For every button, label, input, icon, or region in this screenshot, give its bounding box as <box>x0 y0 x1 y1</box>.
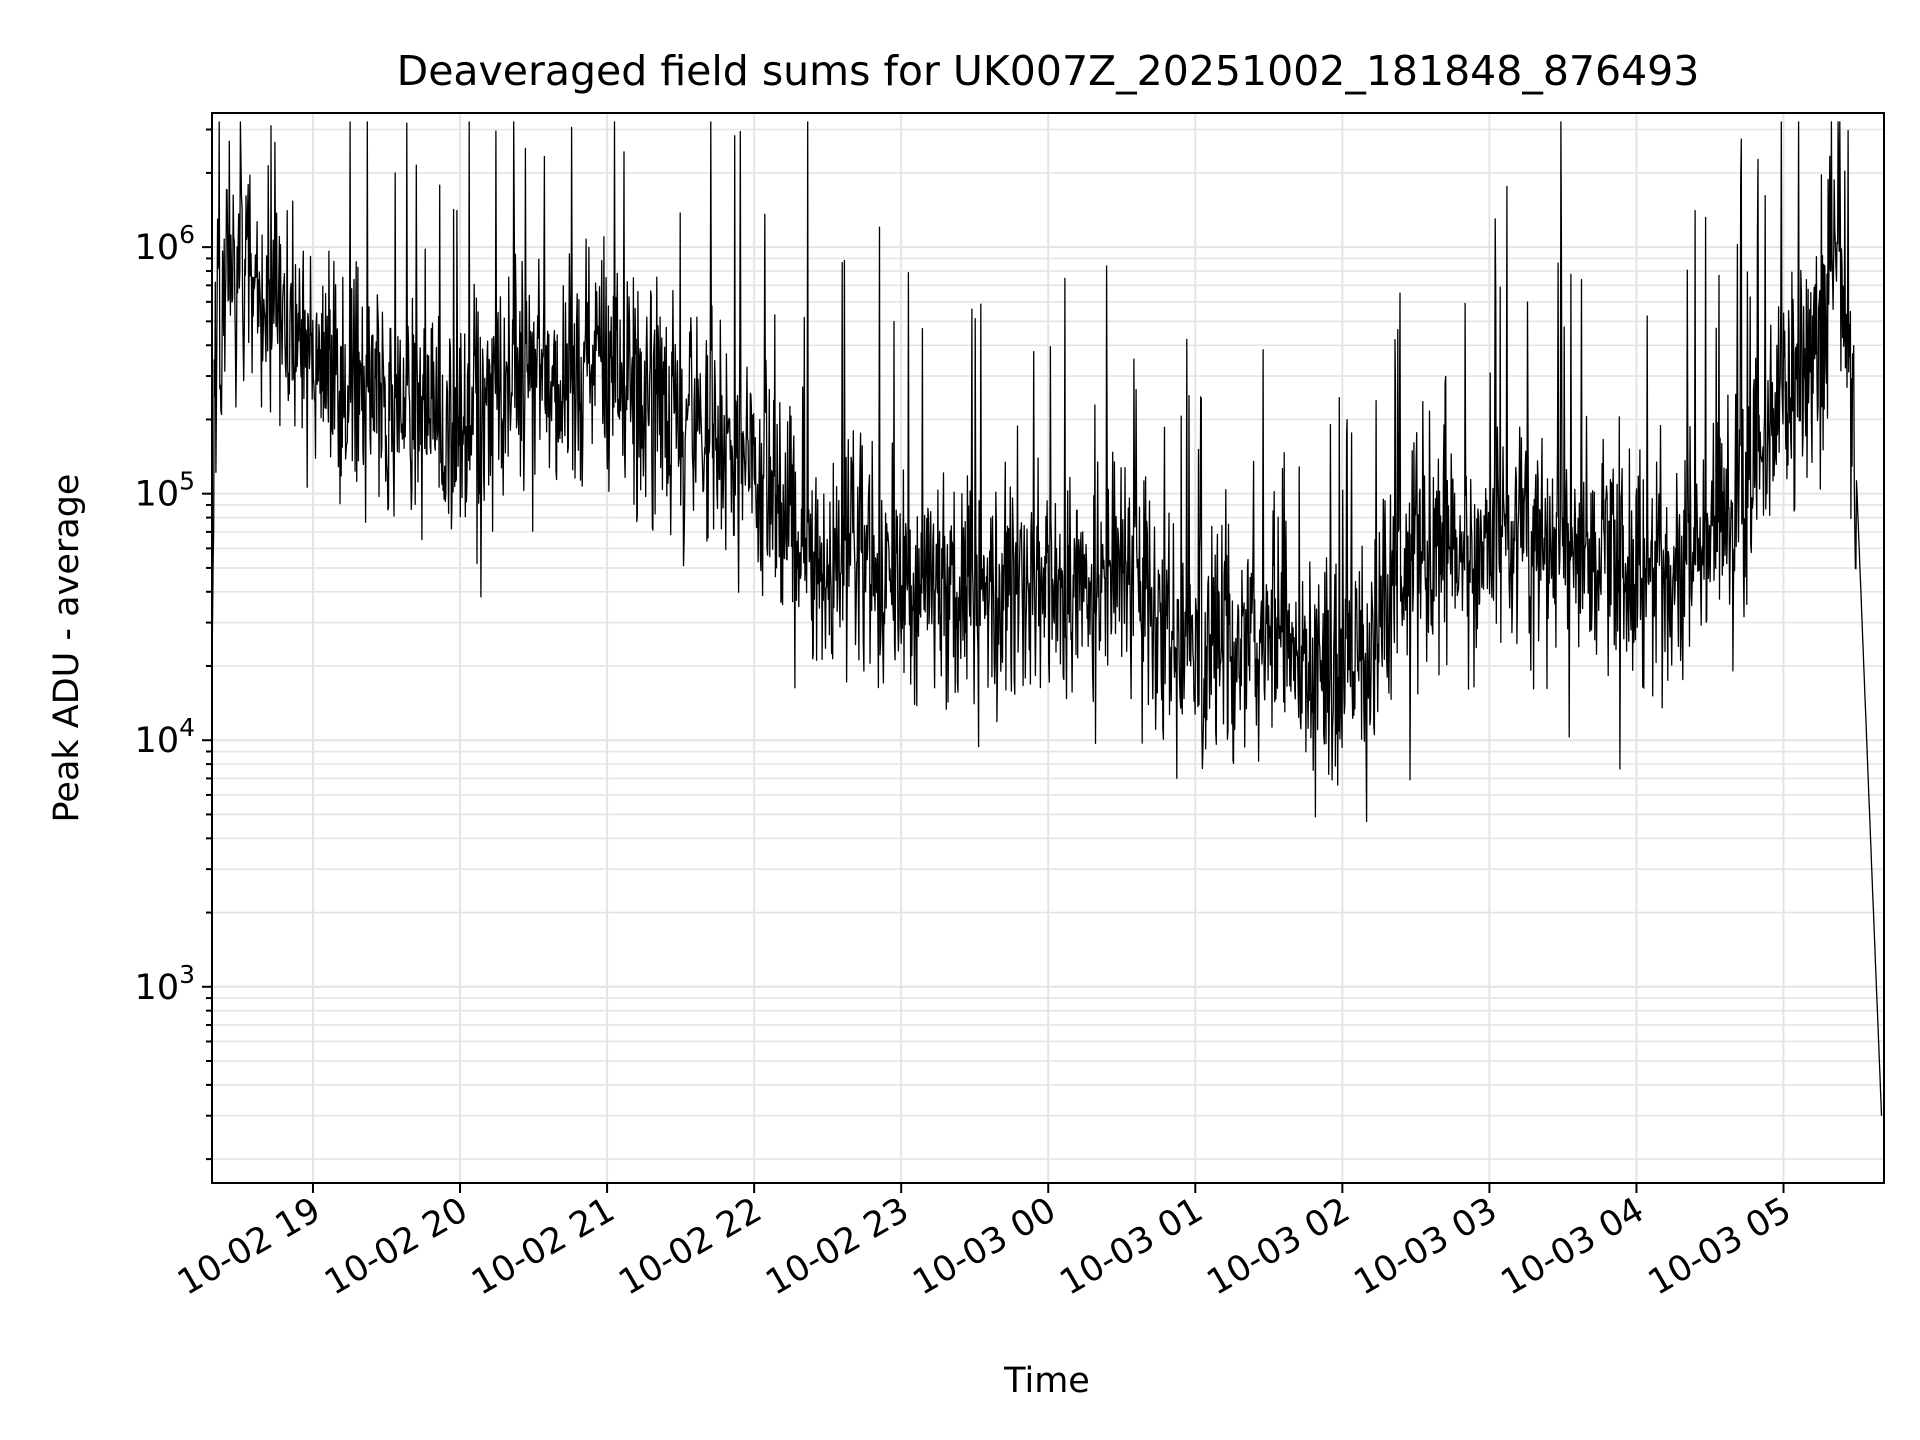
y-tick-label: 105 <box>135 467 195 515</box>
y-tick-label: 104 <box>135 713 195 761</box>
y-tick-label: 106 <box>135 220 195 268</box>
chart-title: Deaveraged field sums for UK007Z_2025100… <box>397 47 1700 95</box>
y-tick-label-base: 10 <box>135 721 180 761</box>
y-tick-label-base: 10 <box>135 968 180 1008</box>
y-tick-label-exponent: 4 <box>179 713 195 742</box>
y-tick-label-exponent: 6 <box>179 220 195 249</box>
y-tick-label: 103 <box>135 960 195 1008</box>
data-series <box>211 121 1883 1116</box>
y-tick-label-exponent: 5 <box>179 467 195 496</box>
y-tick-label-base: 10 <box>135 228 180 268</box>
y-tick-label-base: 10 <box>135 475 180 515</box>
y-axis-label: Peak ADU - average <box>47 474 87 823</box>
series-line <box>211 121 1883 1116</box>
x-axis-label: Time <box>1003 1361 1090 1401</box>
y-tick-label-exponent: 3 <box>179 960 195 989</box>
